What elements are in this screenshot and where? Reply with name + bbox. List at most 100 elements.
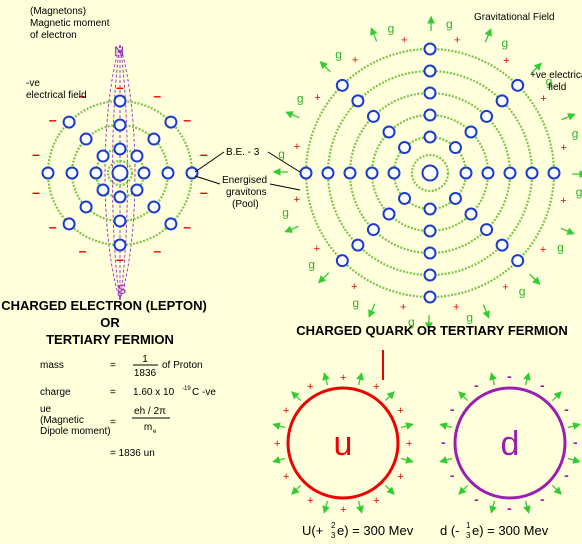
south: S xyxy=(117,281,126,297)
value: 1.60 x 10 xyxy=(133,387,175,398)
field-arrow xyxy=(356,500,364,514)
node xyxy=(365,166,379,180)
graviton-symbol: g xyxy=(546,74,553,88)
be-label: B.E. - 3 xyxy=(226,147,260,158)
charge-sign: – xyxy=(200,184,208,200)
graviton-symbol: g xyxy=(502,36,509,50)
numerator: 1 xyxy=(142,354,148,365)
node xyxy=(96,149,110,163)
node xyxy=(130,183,144,197)
charge-sign: - xyxy=(573,434,578,450)
charge-sign: – xyxy=(49,111,57,127)
charge-sign: – xyxy=(116,79,124,95)
node xyxy=(464,207,478,221)
graviton-symbol: g xyxy=(308,258,315,272)
graviton-arrow xyxy=(317,272,330,284)
node xyxy=(62,115,76,129)
node xyxy=(65,166,79,180)
note: (Magnetons) xyxy=(30,6,86,17)
charge-sign: + xyxy=(314,92,320,104)
denominator: 3 xyxy=(331,531,336,540)
node xyxy=(113,94,127,108)
node xyxy=(480,223,494,237)
note: Magnetic moment xyxy=(30,18,110,29)
graviton-symbol: g xyxy=(446,17,453,31)
charge-sign: + xyxy=(502,281,508,293)
node xyxy=(96,183,110,197)
field-arrow xyxy=(400,422,414,430)
equals: = xyxy=(110,360,116,371)
node xyxy=(351,94,365,108)
field-arrow xyxy=(439,456,453,464)
graviton-label: gravitons xyxy=(226,187,267,198)
graviton-symbol: g xyxy=(557,241,564,255)
node xyxy=(525,166,539,180)
node xyxy=(366,223,380,237)
prop-label: mass xyxy=(40,360,64,371)
node xyxy=(547,166,561,180)
node xyxy=(62,217,76,231)
prop-label: ue xyxy=(40,404,52,415)
node xyxy=(351,238,365,252)
node xyxy=(480,109,494,123)
equals: = xyxy=(110,417,116,428)
node xyxy=(130,149,144,163)
graviton-arrow xyxy=(370,27,378,42)
charge-sign: + xyxy=(307,495,313,507)
graviton-arrow xyxy=(561,113,576,121)
field-arrow xyxy=(458,391,469,402)
charge-sign: + xyxy=(540,93,546,105)
charge-sign: + xyxy=(406,438,412,450)
charge-sign: + xyxy=(560,142,566,154)
graviton-label: (Pool) xyxy=(232,199,259,210)
charge-sign: + xyxy=(340,504,346,516)
node xyxy=(382,207,396,221)
numerator: eh / 2π xyxy=(134,406,166,417)
graviton-label: Energised xyxy=(222,175,267,186)
graviton-symbol: g xyxy=(352,296,359,310)
field-label: Gravitational Field xyxy=(474,12,555,23)
charge-sign: + xyxy=(283,405,289,417)
field-arrow xyxy=(439,422,453,430)
charge-sign: + xyxy=(397,471,403,483)
charge-sign: + xyxy=(540,244,546,256)
up-symbol: u xyxy=(334,425,353,463)
graviton-symbol: g xyxy=(388,21,395,35)
charge-sign: – xyxy=(200,146,208,162)
node xyxy=(459,166,473,180)
node xyxy=(387,166,401,180)
node xyxy=(113,238,127,252)
charge-sign: - xyxy=(474,491,479,507)
field-arrow xyxy=(272,422,286,430)
field-arrow xyxy=(551,391,562,402)
node xyxy=(398,141,412,155)
field-arrow xyxy=(567,456,581,464)
quark-title: CHARGED QUARK OR TERTIARY FERMION xyxy=(296,323,568,338)
suffix: C -ve xyxy=(192,387,216,398)
prop-label: (Magnetic xyxy=(40,415,84,426)
node xyxy=(448,141,462,155)
node xyxy=(321,166,335,180)
node xyxy=(147,132,161,146)
charge-sign: – xyxy=(153,88,161,104)
graviton-arrow xyxy=(530,62,543,74)
electron-title: OR xyxy=(100,315,120,330)
node xyxy=(137,166,151,180)
node xyxy=(366,109,380,123)
node xyxy=(495,94,509,108)
charge-sign: - xyxy=(507,500,512,516)
charge-sign: + xyxy=(400,301,406,313)
graviton-symbol: g xyxy=(572,127,579,141)
field-arrow xyxy=(523,372,531,386)
graviton-arrow xyxy=(285,111,300,119)
denominator: 3 xyxy=(466,531,471,540)
down-symbol: d xyxy=(501,425,520,463)
charge-sign: + xyxy=(314,243,320,255)
charge-sign: - xyxy=(474,377,479,393)
charge-sign: + xyxy=(283,471,289,483)
charge-sign: - xyxy=(540,377,545,393)
exponent: -19 xyxy=(182,386,191,392)
node xyxy=(113,118,127,132)
field-arrow xyxy=(489,372,497,386)
